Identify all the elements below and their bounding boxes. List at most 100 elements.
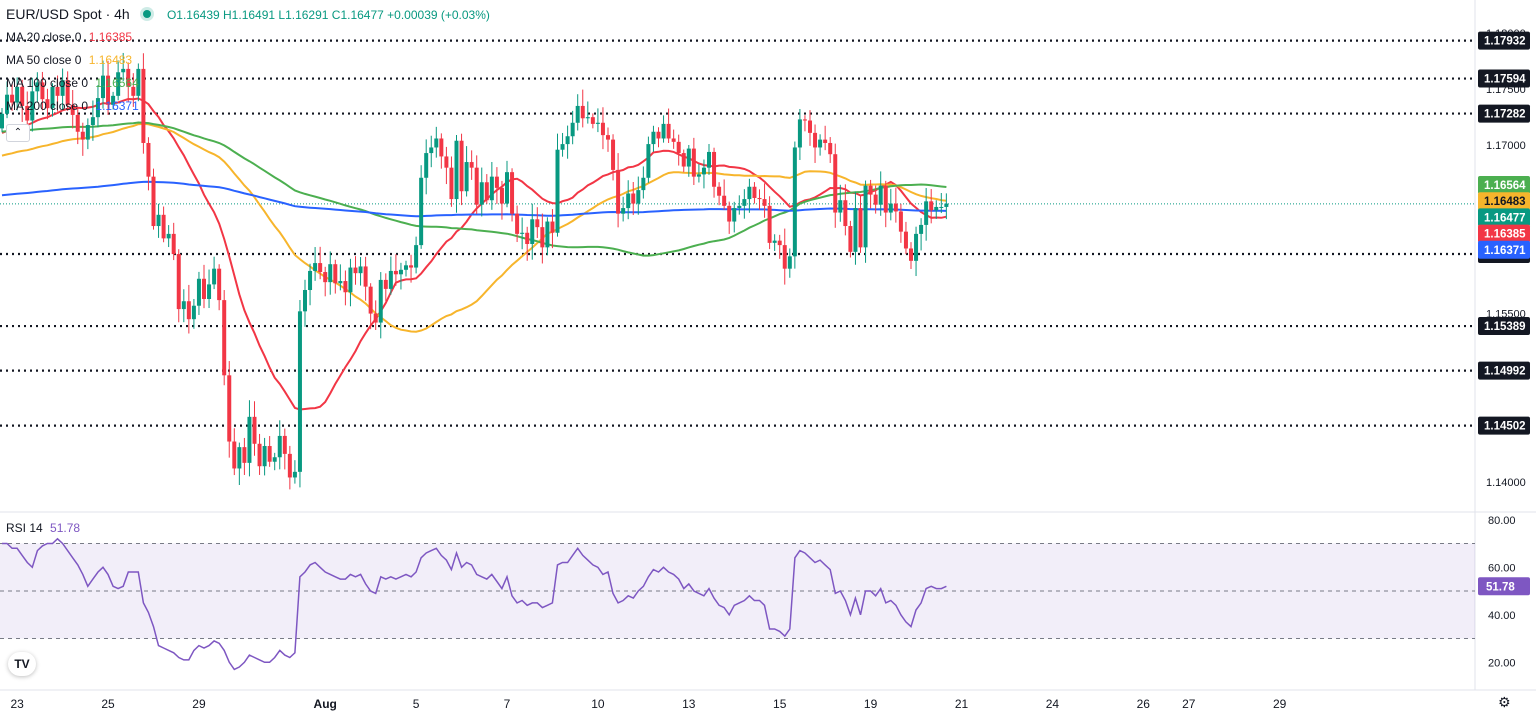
candle-body	[510, 172, 515, 214]
candle-body	[494, 176, 499, 188]
settings-gear-icon[interactable]: ⚙	[1498, 694, 1511, 710]
candle	[338, 264, 343, 291]
candle	[691, 137, 696, 186]
candle-body	[696, 174, 701, 177]
candle	[101, 60, 105, 109]
candle-body	[80, 131, 85, 140]
candle	[65, 71, 70, 111]
chevron-up-icon: ⌃	[13, 127, 23, 138]
candle-body	[600, 122, 605, 136]
candle	[489, 161, 494, 210]
candle-body	[929, 201, 934, 211]
price-badge-label: 1.14502	[1484, 421, 1526, 433]
ma200-legend[interactable]: MA 200 close 0 1.16371	[6, 99, 139, 113]
candle	[515, 205, 520, 243]
candle	[227, 361, 232, 458]
time-tick-label: 10	[591, 697, 605, 711]
candle-body	[282, 435, 287, 454]
candle	[459, 133, 464, 206]
candle-body	[737, 205, 742, 209]
price-badge-bg	[1478, 361, 1530, 380]
candle-body	[707, 151, 711, 168]
candle	[363, 256, 368, 301]
candle-body	[212, 268, 217, 285]
candle-body	[701, 167, 706, 175]
candle-body	[414, 245, 419, 268]
candle	[621, 196, 626, 222]
candle-body	[611, 139, 616, 170]
ma50-legend[interactable]: MA 50 close 0 1.16483	[6, 53, 132, 67]
candle-body	[479, 182, 484, 205]
candle	[20, 79, 25, 122]
candle-body	[595, 122, 600, 124]
time-tick-label: 13	[682, 697, 696, 711]
candle-body	[550, 221, 555, 233]
candle-body	[323, 272, 328, 283]
candle	[166, 225, 171, 248]
rsi-tick-label: 20.00	[1488, 657, 1516, 669]
indicator-badge: 1.16385	[1478, 224, 1530, 243]
candle-body	[868, 185, 873, 195]
candle-body	[106, 75, 111, 105]
candle-body	[25, 105, 30, 121]
price-badge-bg	[1478, 240, 1530, 259]
ma100-legend[interactable]: MA 100 close 0 1.16564	[6, 76, 139, 90]
candle-body	[176, 254, 181, 310]
candle-body	[358, 266, 363, 274]
candle	[732, 201, 737, 233]
candle-body	[126, 68, 131, 87]
candle-body	[15, 86, 20, 103]
collapse-legend-button[interactable]: ⌃	[6, 124, 30, 142]
symbol-title[interactable]: EUR/USD Spot · 4h	[6, 6, 130, 22]
candle-body	[570, 122, 575, 137]
candle	[55, 75, 60, 112]
candle-body	[722, 195, 727, 206]
candle-body	[747, 186, 752, 200]
candle-body	[20, 86, 25, 106]
ma20-legend[interactable]: MA 20 close 0 1.16385	[6, 30, 132, 44]
level-badge: 1.14992	[1478, 361, 1530, 380]
level-badge: 1.14502	[1478, 416, 1530, 435]
candle-body	[651, 131, 656, 145]
candle-body	[828, 142, 833, 155]
candle-body	[535, 219, 540, 228]
rsi-legend[interactable]: RSI 14 51.78	[6, 521, 80, 535]
time-tick-label: 26	[1137, 697, 1151, 711]
price-badge-label: 1.16483	[1484, 196, 1526, 208]
candle-body	[191, 305, 196, 320]
rsi-badge-bg	[1478, 577, 1530, 596]
candle-body	[752, 186, 757, 198]
candle-body	[75, 114, 80, 132]
candle	[747, 178, 752, 213]
candle	[666, 108, 671, 144]
market-status-icon	[143, 10, 152, 18]
candle	[863, 180, 868, 263]
candle-body	[469, 162, 474, 168]
candle	[393, 254, 398, 286]
time-tick-label: 19	[864, 697, 878, 711]
candle	[757, 189, 762, 210]
candle-body	[156, 214, 161, 227]
candle-body	[313, 263, 318, 271]
ma50-label: MA 50 close 0	[6, 53, 82, 67]
candle-body	[171, 233, 176, 255]
candle-body	[439, 138, 444, 157]
rsi-value: 51.78	[50, 521, 81, 535]
candle-body	[70, 104, 75, 115]
candle	[383, 273, 388, 302]
candle-body	[914, 233, 919, 261]
candle-body	[671, 138, 676, 142]
candle	[929, 189, 934, 224]
candle	[50, 83, 55, 117]
candle	[853, 191, 858, 265]
candle	[15, 77, 20, 111]
candle-body	[131, 86, 136, 96]
tradingview-logo-icon[interactable]: TV	[8, 652, 36, 676]
ma200-label: MA 200 close 0	[6, 99, 89, 113]
candle	[888, 188, 893, 221]
candle-body	[787, 256, 792, 269]
candle	[707, 144, 711, 175]
candle	[767, 196, 772, 250]
candle-body	[520, 232, 525, 234]
